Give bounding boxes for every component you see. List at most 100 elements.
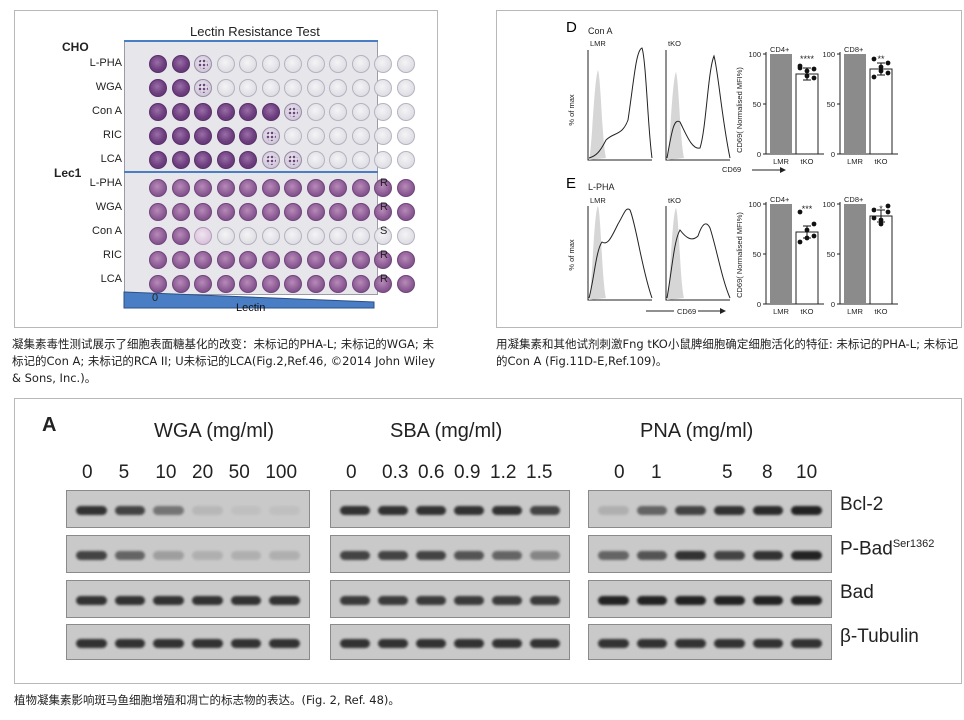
panel-e-letter: E — [566, 175, 576, 192]
label-pbad-text: P-Bad — [840, 538, 893, 560]
plate-well — [329, 79, 347, 97]
plate-well — [171, 251, 190, 269]
panel-d-yaxis: % of max — [567, 94, 576, 126]
plate-well — [194, 103, 212, 121]
bar-x-label: LMR — [847, 157, 863, 166]
plate-well — [261, 103, 280, 121]
label-tubulin: β-Tubulin — [840, 626, 919, 647]
plate-well — [194, 55, 212, 73]
bar-tko — [869, 68, 893, 155]
blot-band — [675, 550, 706, 560]
plate-well — [374, 79, 392, 97]
plate-well — [194, 151, 212, 169]
bar-chart-title: CD8+ — [844, 195, 864, 204]
blot-band — [675, 595, 706, 605]
plate-well — [171, 203, 190, 221]
plate-well — [351, 151, 370, 169]
blot-strip — [66, 580, 310, 618]
plate-well — [171, 79, 190, 97]
dose-label: 0 — [614, 462, 625, 483]
plate-well — [329, 179, 347, 197]
blot-band — [752, 595, 784, 605]
plate-well — [351, 103, 370, 121]
plate-well — [374, 179, 392, 197]
bar-x-label: LMR — [847, 307, 863, 316]
bar-lmr — [770, 204, 792, 304]
wedge-lectin-label: Lectin — [236, 302, 266, 314]
blot-band — [114, 505, 146, 515]
blot-band — [752, 550, 784, 560]
blot-band — [76, 550, 107, 560]
bar-tick-label: 0 — [831, 300, 835, 309]
plate-well — [306, 55, 325, 73]
dose-label: 5 — [118, 462, 130, 483]
data-point — [878, 221, 884, 227]
dose-label: 0 — [346, 462, 357, 483]
blot-band — [791, 638, 822, 648]
data-point — [871, 207, 877, 213]
svg-text:CD69: CD69 — [722, 165, 741, 174]
blot-band — [530, 550, 560, 560]
plate-well — [306, 227, 325, 245]
panel-e-lmr: LMR — [590, 196, 606, 205]
blot-band — [230, 638, 262, 648]
plate-well — [149, 227, 167, 245]
blot-band — [752, 505, 784, 515]
blot-band — [492, 638, 522, 648]
wb-panel-letter: A — [42, 414, 57, 436]
lec1-row-label: WGA — [95, 201, 122, 213]
blot-band — [269, 550, 300, 560]
plate-well — [194, 203, 212, 221]
bars-e-cd4: 100 50 0 CD4+ LMR tKO *** — [748, 195, 824, 316]
dose-label: 8 — [762, 462, 773, 483]
blot-band — [76, 595, 107, 605]
blot-band — [340, 595, 370, 605]
blot-band — [340, 505, 370, 515]
plate-well — [239, 103, 257, 121]
plate-well — [194, 227, 212, 245]
plate-well — [396, 203, 415, 221]
label-bad: Bad — [840, 582, 874, 603]
panel-d-letter: D — [566, 19, 577, 36]
plate-title: Lectin Resistance Test — [190, 24, 320, 39]
blot-band — [454, 505, 484, 515]
blot-band — [153, 550, 184, 560]
data-point — [871, 215, 877, 221]
label-pbad-sup: Ser1362 — [892, 538, 935, 550]
blot-band — [598, 505, 629, 515]
plate-well — [396, 275, 415, 293]
hist-d-lmr — [587, 47, 653, 161]
blot-band — [636, 505, 668, 515]
plate-well — [171, 275, 190, 293]
dose-label: 1.2 — [490, 462, 517, 483]
blot-band — [153, 505, 184, 515]
bars-d-cd4: 100 50 0 CD4+ LMR tKO **** — [748, 45, 824, 166]
bar-tick-label: 100 — [748, 50, 761, 59]
bar-tick-label: 0 — [757, 150, 761, 159]
plate-well — [149, 55, 167, 73]
plate-well — [351, 79, 370, 97]
data-point — [871, 74, 877, 80]
significance-label: * — [879, 204, 883, 214]
bar-tick-label: 0 — [757, 300, 761, 309]
plate-well — [216, 251, 235, 269]
data-point — [885, 209, 891, 215]
plate-well — [239, 179, 257, 197]
plate-well — [396, 79, 415, 97]
blot-band — [454, 595, 484, 605]
blot-band — [492, 505, 522, 515]
blot-strip — [588, 535, 832, 573]
caption-left: 凝集素毒性测试展示了细胞表面糖基化的改变：未标记的PHA-L; 未标记的WGA;… — [12, 337, 436, 385]
plate-well — [194, 79, 212, 97]
caption-bottom: 植物凝集素影响斑马鱼细胞增殖和凋亡的标志物的表达。(Fig. 2, Ref. 4… — [14, 693, 400, 707]
panel-d-tko: tKO — [668, 39, 681, 48]
svg-text:CD69( Normalised MFI%): CD69( Normalised MFI%) — [735, 67, 744, 153]
plate-well — [306, 203, 325, 221]
bar-chart-title: CD4+ — [770, 195, 790, 204]
bar-lmr — [770, 54, 792, 154]
blot-band — [636, 550, 668, 560]
plate-well — [306, 251, 325, 269]
culture-plate — [124, 40, 415, 295]
plate-well — [216, 103, 235, 121]
bar-x-label: tKO — [801, 307, 814, 316]
